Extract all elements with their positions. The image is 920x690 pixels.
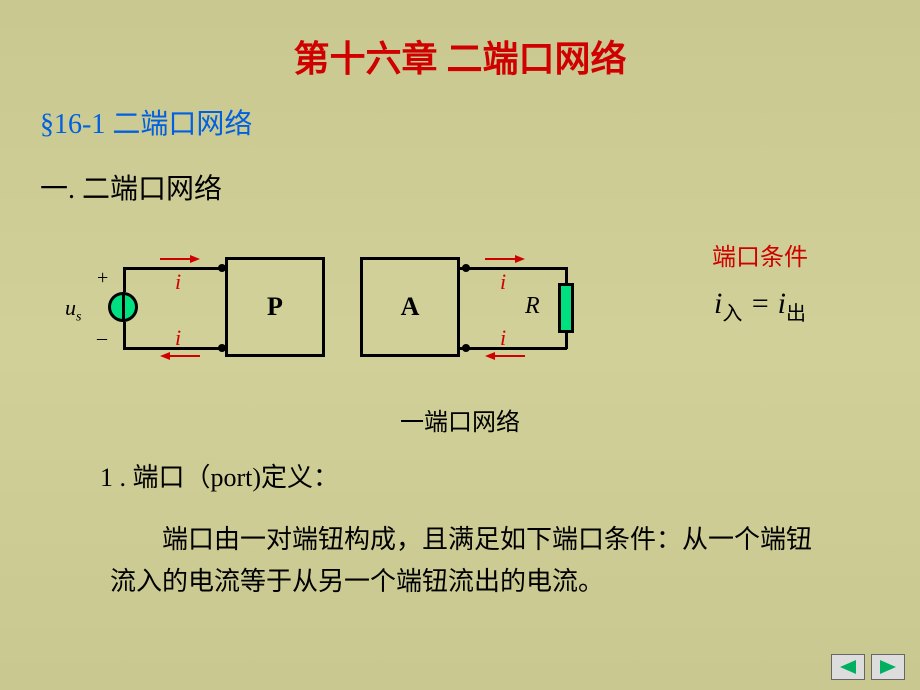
current-arrow-icon [485,253,525,265]
equation-sub-out: 出 [786,303,806,325]
sign-plus: + [97,267,108,290]
resistor-icon [558,283,574,333]
prev-button[interactable] [831,654,865,680]
wire [565,332,568,349]
next-button[interactable] [871,654,905,680]
current-label-i: i [500,269,506,295]
current-label-i: i [175,325,181,351]
voltage-source-line [122,292,125,322]
terminal-dot [462,344,470,352]
triangle-left-icon [840,660,856,674]
nav-buttons [831,654,905,680]
chapter-title: 第十六章 二端口网络 [40,30,880,82]
resistor-label: R [525,293,540,320]
diagram-one-port-load: A R i i 一端口网络 [360,237,610,427]
subsection-title: 一. 二端口网络 [40,167,880,207]
slide-page: 第十六章 二端口网络 §16-1 二端口网络 一. 二端口网络 P + – us [0,0,920,690]
section-header: §16-1 二端口网络 [40,102,880,142]
current-label-i: i [175,269,181,295]
terminal-dot [462,264,470,272]
network-box-p: P [225,257,325,357]
port-condition-equation: i入 = i出 [640,287,880,326]
wire [123,322,126,349]
port-condition-label: 端口条件 [640,237,880,272]
box-p-label: P [267,292,283,322]
diagram-one-port-source: P + – us i i [60,237,330,387]
current-arrow-icon [160,253,200,265]
port-condition-block: 端口条件 i入 = i出 [640,237,880,326]
box-a-label: A [401,292,420,322]
diagram-row: P + – us i i A [60,237,880,427]
equation-equals: = [742,287,777,320]
equation-i-out: i [778,287,786,320]
voltage-sub: s [76,309,81,324]
triangle-right-icon [880,660,896,674]
wire [460,267,567,270]
current-label-i: i [500,325,506,351]
definition-heading: 1 . 端口（port)定义： [100,457,880,494]
wire [123,267,126,292]
network-box-a: A [360,257,460,357]
sign-minus: – [97,327,107,350]
current-arrow-icon [485,350,525,362]
one-port-caption: 一端口网络 [400,402,520,437]
voltage-label: us [65,295,81,325]
voltage-u: u [65,295,76,320]
definition-body: 端口由一对端钮构成，且满足如下端口条件：从一个端钮流入的电流等于从另一个端钮流出… [110,519,830,602]
current-arrow-icon [160,350,200,362]
equation-sub-in: 入 [722,303,742,325]
